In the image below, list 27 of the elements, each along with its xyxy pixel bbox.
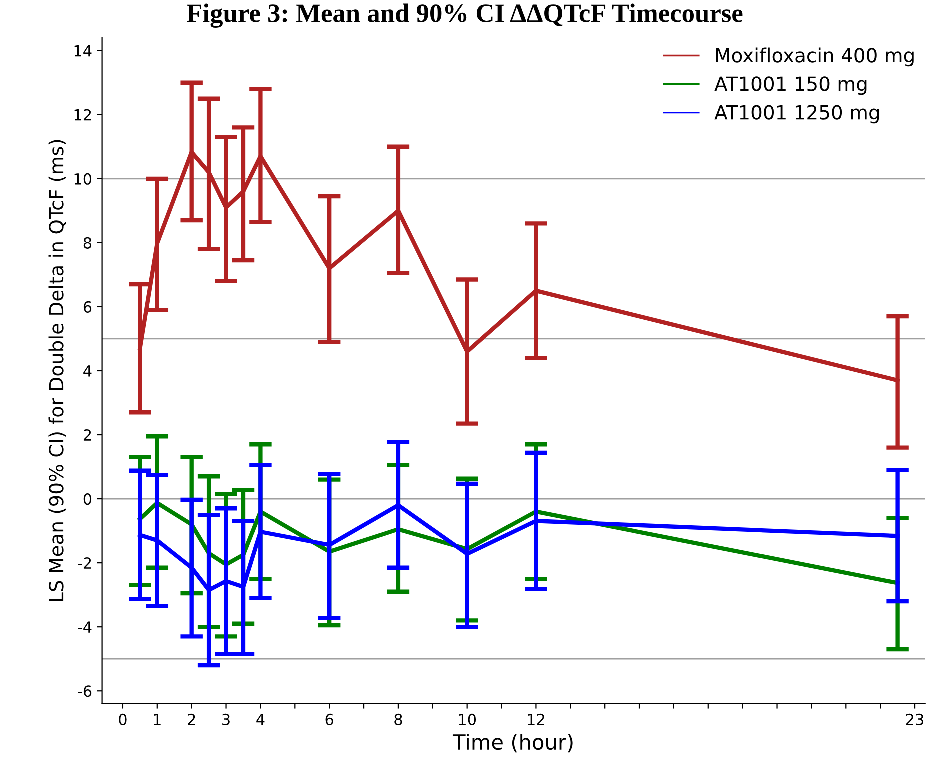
x-tick-label: 0 xyxy=(119,714,127,726)
y-tick-label: 12 xyxy=(74,109,92,121)
x-tick-label: 10 xyxy=(459,714,476,726)
legend-label: AT1001 1250 mg xyxy=(714,105,880,124)
y-tick-label: 8 xyxy=(84,237,92,249)
y-axis-title: LS Mean (90% CI) for Double Delta in QTcF (ms) xyxy=(48,140,66,602)
x-tick-label: 1 xyxy=(154,714,161,726)
y-tick-label: 14 xyxy=(74,46,92,57)
x-tick-label: 2 xyxy=(188,714,196,726)
y-tick-label: -2 xyxy=(78,558,92,569)
x-tick-label: 8 xyxy=(394,714,402,726)
y-tick-label: 4 xyxy=(84,366,92,377)
y-tick-label: 2 xyxy=(84,429,92,441)
x-axis-title: Time (hour) xyxy=(452,734,573,753)
legend-label: Moxifloxacin 400 mg xyxy=(716,48,914,67)
y-tick-label: 10 xyxy=(74,173,92,185)
y-tick-label: 0 xyxy=(84,494,92,506)
y-tick-label: -4 xyxy=(78,622,92,633)
chart-title: Figure 3: Mean and 90% CI ΔΔQTcF Timecourse xyxy=(187,4,743,28)
y-tick-label: 6 xyxy=(84,301,92,313)
x-tick-label: 6 xyxy=(326,714,334,726)
x-tick-label: 3 xyxy=(222,714,230,726)
x-tick-label: 12 xyxy=(528,714,544,726)
y-tick-label: -6 xyxy=(78,686,92,698)
legend-label: AT1001 150 mg xyxy=(714,76,867,96)
x-tick-label: 4 xyxy=(256,714,265,726)
x-tick-label: 23 xyxy=(906,714,924,726)
